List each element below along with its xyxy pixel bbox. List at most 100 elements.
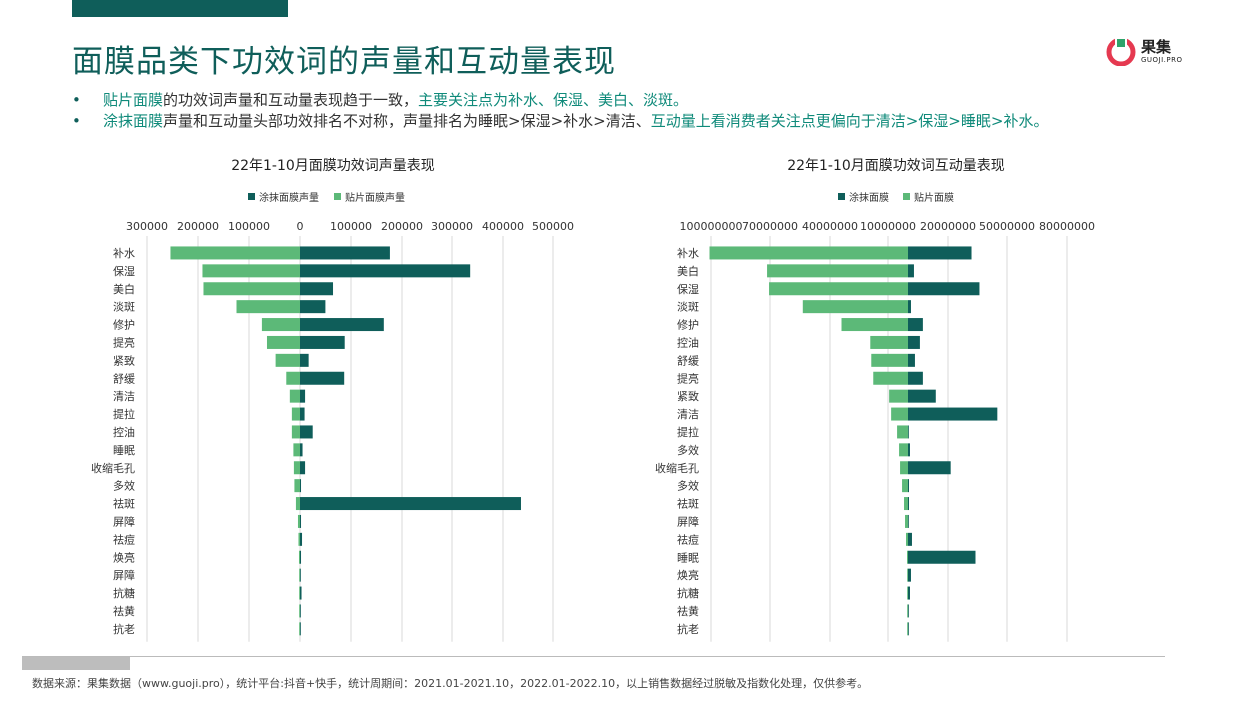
bullet-item: • 涂抹面膜声量和互动量头部功效排名不对称，声量排名为睡眠>保湿>补水>清洁、互动… (72, 111, 1172, 131)
bar-left (709, 246, 908, 260)
category-label: 清洁 (677, 408, 699, 421)
category-label: 多效 (677, 443, 699, 457)
category-label: 屏障 (677, 514, 699, 528)
bar-right (908, 264, 914, 278)
bar-right (908, 514, 909, 528)
category-label: 淡斑 (113, 301, 135, 314)
logo-subtext: GUOJI.PRO (1141, 56, 1183, 64)
bar-right (300, 371, 345, 385)
bar-left (767, 264, 908, 278)
category-label: 保湿 (113, 264, 135, 278)
bar-left (873, 371, 908, 385)
category-label: 修护 (113, 318, 135, 332)
category-label: 祛斑 (113, 497, 135, 511)
bar-right (908, 461, 951, 475)
category-label: 提亮 (677, 371, 699, 385)
bar-left (769, 282, 908, 296)
bar-left (293, 461, 300, 475)
legend-swatch (838, 193, 845, 200)
bar-right (908, 622, 909, 636)
category-label: 美白 (677, 264, 699, 278)
category-label: 收缩毛孔 (655, 461, 699, 475)
bar-left (299, 586, 300, 600)
tick-label: 200000 (381, 220, 423, 233)
category-label: 焕亮 (113, 550, 135, 564)
bar-left (291, 425, 300, 439)
bar-left (291, 407, 300, 421)
tick-label: 40000000 (802, 220, 858, 233)
bar-left (889, 389, 908, 403)
bar-right (300, 389, 306, 403)
tick-label: 200000 (177, 220, 219, 233)
category-label: 屏障 (113, 514, 135, 528)
bar-right (300, 532, 303, 546)
bar-left (897, 425, 908, 439)
bar-right (300, 604, 301, 618)
legend-label: 涂抹面膜 (849, 191, 889, 204)
bar-right (908, 425, 909, 439)
bar-right (300, 282, 334, 296)
bar-right (300, 461, 306, 475)
legend-label: 贴片面膜 (914, 191, 954, 204)
tick-label: 300000 (126, 220, 168, 233)
category-label: 睡眠 (113, 444, 135, 457)
category-label: 控油 (677, 335, 699, 349)
bar-left (295, 497, 300, 511)
bar-left (900, 461, 908, 475)
tick-label: 500000 (532, 220, 574, 233)
bar-left (299, 622, 300, 636)
category-label: 睡眠 (677, 551, 699, 564)
bar-left (286, 371, 300, 385)
bullet-text: 的功效词声量和互动量表现趋于一致， (163, 91, 419, 109)
bar-left (294, 479, 300, 493)
bar-left (261, 318, 300, 332)
bar-right (300, 264, 471, 278)
bar-right (908, 371, 923, 385)
category-label: 保湿 (677, 282, 699, 296)
logo-mark-icon (1106, 37, 1136, 66)
category-label: 补水 (113, 247, 135, 260)
category-label: 抗糖 (677, 586, 699, 600)
category-label: 提亮 (113, 335, 135, 349)
tick-label: 400000 (482, 220, 524, 233)
bar-left (907, 586, 908, 600)
bar-right (908, 389, 936, 403)
bar-right (908, 586, 910, 600)
category-label: 祛痘 (113, 532, 135, 546)
category-label: 淡斑 (677, 301, 699, 314)
category-label: 收缩毛孔 (91, 461, 135, 475)
bar-right (300, 479, 302, 493)
bar-left (236, 300, 300, 314)
category-label: 紧致 (677, 389, 699, 403)
bar-right (908, 407, 998, 421)
bar-right (908, 300, 911, 314)
category-label: 祛痘 (677, 532, 699, 546)
bar-left (202, 264, 300, 278)
footer-accent-bar (22, 657, 130, 670)
tick-label: 100000000 (680, 220, 743, 233)
category-label: 焕亮 (677, 568, 699, 582)
chart-title: 22年1-10月面膜功效词声量表现 (231, 158, 435, 174)
bar-left (299, 568, 300, 582)
bar-left (907, 550, 908, 564)
bar-left (906, 532, 908, 546)
bar-right (908, 497, 909, 511)
category-label: 提拉 (113, 407, 135, 421)
category-label: 抗老 (677, 622, 699, 636)
category-label: 舒缓 (113, 371, 135, 385)
bar-left (907, 622, 908, 636)
legend-swatch (248, 193, 255, 200)
bullet-text: 涂抹面膜 (103, 112, 164, 130)
bar-right (300, 246, 390, 260)
summary-bullets: • 贴片面膜的功效词声量和互动量表现趋于一致，主要关注点为补水、保湿、美白、淡斑。… (72, 90, 1172, 132)
bullet-dot-icon: • (72, 112, 81, 130)
category-label: 抗糖 (113, 586, 135, 600)
bar-left (905, 514, 908, 528)
tick-label: 300000 (431, 220, 473, 233)
tick-label: 80000000 (1039, 220, 1095, 233)
bar-right (908, 550, 976, 564)
bar-right (908, 246, 972, 260)
tick-label: 50000000 (979, 220, 1035, 233)
bar-right (908, 479, 909, 493)
